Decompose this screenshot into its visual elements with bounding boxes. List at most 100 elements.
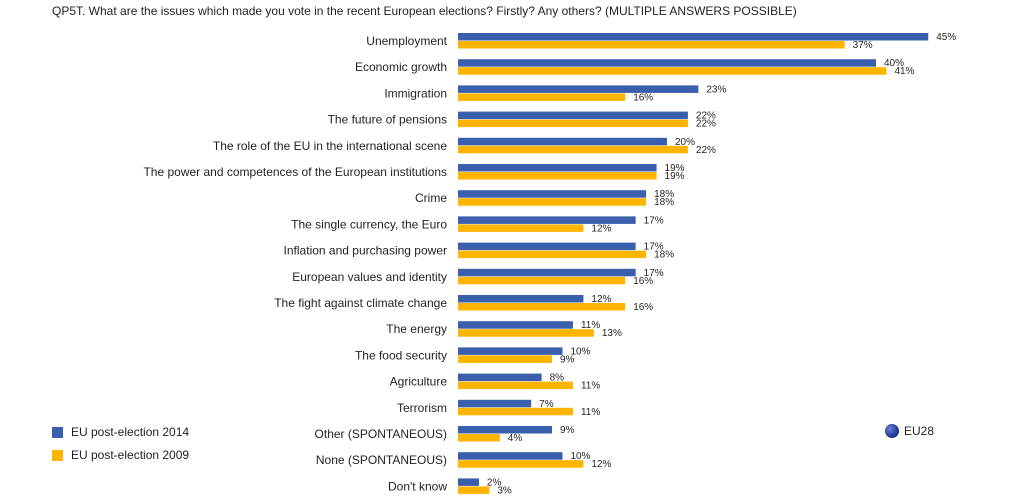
value-label-2009: 11%	[581, 381, 600, 392]
value-label-2014: 17%	[644, 242, 664, 253]
category-label: European values and identity	[292, 270, 447, 284]
value-label-2009: 22%	[696, 145, 716, 156]
category-group: Economic growth 40%41%	[355, 58, 915, 77]
bar-2014	[458, 59, 876, 67]
bar-2014	[458, 321, 573, 329]
value-label-2009: 3%	[497, 485, 512, 496]
value-label-2009: 16%	[633, 276, 653, 287]
category-label: Terrorism	[397, 401, 447, 415]
bar-2014	[458, 478, 479, 486]
value-label-2009: 12%	[591, 223, 611, 234]
category-group: The power and competences of the Europea…	[143, 163, 684, 182]
category-group: The single currency, the Euro 17% 12%	[291, 215, 664, 234]
bar-2014	[458, 33, 929, 41]
category-group: Crime 18%18%	[415, 189, 674, 208]
bar-2009	[458, 460, 584, 468]
category-label: Inflation and purchasing power	[284, 244, 447, 258]
value-label-2014: 8%	[550, 373, 565, 384]
value-label-2014: 10%	[571, 451, 591, 462]
value-label-2009: 9%	[560, 354, 575, 365]
category-group: Terrorism 7% 11%	[397, 399, 600, 418]
value-label-2014: 20%	[675, 137, 695, 148]
category-label: The role of the EU in the international …	[213, 139, 447, 153]
category-label: The fight against climate change	[274, 296, 447, 310]
bar-2009	[458, 145, 688, 154]
value-label-2014: 2%	[487, 477, 502, 488]
value-label-2009: 41%	[894, 66, 914, 77]
value-label-2014: 7%	[539, 399, 554, 410]
bar-2014	[458, 268, 636, 277]
question-title: QP5T. What are the issues which made you…	[52, 4, 797, 18]
value-label-2014: 9%	[560, 425, 575, 436]
category-label: The power and competences of the Europea…	[143, 165, 447, 179]
category-group: Immigration 23% 16%	[384, 84, 726, 103]
category-label: Other (SPONTANEOUS)	[315, 427, 447, 441]
bar-2009	[458, 172, 657, 180]
legend-label-2014: EU post-election 2014	[71, 425, 190, 439]
category-label: The single currency, the Euro	[291, 217, 447, 231]
category-group: The future of pensions 22%22%	[328, 111, 716, 130]
bar-2009	[458, 486, 490, 494]
bar-2014	[458, 426, 553, 434]
value-label-2014: 10%	[571, 346, 591, 357]
bar-2009	[458, 276, 626, 285]
category-label: Crime	[415, 191, 447, 205]
value-label-2009: 12%	[591, 459, 611, 470]
value-label-2009: 4%	[508, 433, 523, 444]
eu28-label: EU28	[904, 424, 935, 438]
bar-2014	[458, 373, 542, 382]
bar-2009	[458, 198, 647, 206]
bar-2009	[458, 224, 584, 232]
category-label: The energy	[386, 322, 447, 336]
bar-2014	[458, 85, 699, 93]
bar-2009	[458, 329, 594, 337]
bar-2009	[458, 381, 573, 390]
value-label-2014: 11%	[581, 320, 600, 331]
value-label-2014: 17%	[644, 268, 664, 279]
value-label-2009: 13%	[602, 328, 622, 339]
bar-2009	[458, 407, 573, 416]
legend-swatch-2009	[52, 449, 63, 461]
value-label-2014: 23%	[706, 84, 726, 95]
bar-2009	[458, 250, 647, 259]
bar-2014	[458, 137, 667, 146]
category-group: European values and identity 17%16%	[292, 268, 664, 287]
category-label: None (SPONTANEOUS)	[316, 453, 447, 467]
bar-2014	[458, 111, 688, 120]
value-label-2009: 19%	[665, 171, 685, 182]
category-label: Economic growth	[355, 60, 447, 74]
value-label-2009: 16%	[633, 92, 653, 103]
value-label-2009: 16%	[633, 302, 653, 313]
value-label-2014: 18%	[654, 189, 674, 200]
category-group: Agriculture 8% 11%	[390, 373, 601, 392]
category-label: Don't know	[388, 479, 447, 493]
value-label-2014: 19%	[665, 163, 685, 174]
bar-2014	[458, 399, 532, 408]
bar-2009	[458, 41, 845, 49]
category-label: The future of pensions	[328, 113, 447, 127]
value-label-2009: 11%	[581, 407, 600, 418]
bar-2009	[458, 434, 500, 442]
category-group: Other (SPONTANEOUS) 9% 4%	[315, 425, 575, 444]
bar-2014	[458, 452, 563, 460]
value-label-2009: 22%	[696, 119, 716, 130]
eu28-badge: EU28	[885, 424, 934, 438]
category-group: The energy 11%13%	[386, 320, 622, 339]
value-label-2009: 18%	[654, 250, 674, 261]
legend-swatch-2014	[52, 426, 63, 438]
bar-2014	[458, 190, 647, 198]
category-label: The food security	[355, 348, 447, 362]
legend-item-2009: EU post-election 2009	[52, 448, 189, 462]
category-group: Inflation and purchasing power 17%18%	[284, 242, 675, 261]
bar-2014	[458, 216, 636, 224]
value-label-2014: 40%	[884, 58, 904, 69]
value-label-2009: 18%	[654, 197, 674, 208]
category-label: Agriculture	[390, 375, 448, 389]
globe-icon	[885, 424, 899, 438]
category-group: The fight against climate change 12% 16%	[274, 294, 653, 313]
category-group: None (SPONTANEOUS) 10%12%	[316, 451, 612, 470]
category-group: Unemployment 45% 37%	[366, 32, 956, 51]
value-label-2014: 12%	[591, 294, 611, 305]
bar-2014	[458, 347, 563, 355]
